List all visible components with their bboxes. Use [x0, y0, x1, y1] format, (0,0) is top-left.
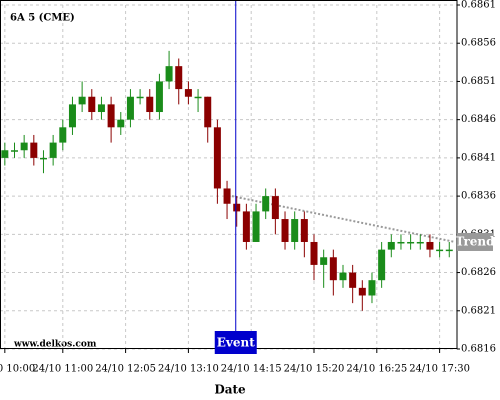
candle-body: [20, 142, 28, 151]
candle-body: [59, 127, 67, 143]
candle-body: [88, 96, 96, 113]
candle-body: [407, 241, 415, 244]
watermark: www.delkos.com: [13, 340, 97, 350]
chart-title: 6A 5 (CME): [10, 13, 75, 24]
candle-body: [397, 241, 405, 244]
candle-body: [107, 104, 115, 128]
y-tick-label: 0.6856: [461, 38, 496, 49]
x-tick-label: 24/10 17:30: [409, 364, 470, 375]
candle-body: [300, 219, 308, 242]
candle-body: [320, 257, 328, 265]
candle-body: [223, 188, 231, 204]
candle-body: [378, 249, 386, 281]
candle-body: [368, 280, 376, 296]
candle-body: [291, 219, 299, 242]
y-tick-label: 0.6836: [461, 191, 496, 202]
candle-body: [194, 96, 202, 99]
y-tick-label: 0.6861: [461, 0, 496, 11]
candle-body: [426, 241, 434, 250]
candle-body: [126, 96, 134, 120]
candle-body: [310, 241, 318, 265]
y-tick-label: 0.6816: [461, 344, 496, 355]
candle-body: [387, 241, 395, 250]
candle-body: [165, 66, 173, 82]
plot-frame: [0, 0, 458, 349]
candle-body: [136, 96, 144, 99]
candle-body: [30, 142, 38, 158]
candle-body: [329, 257, 337, 281]
y-tick-label: 0.6821: [461, 305, 496, 316]
y-tick-label: 0.6851: [461, 76, 496, 87]
y-tick-label: 0.6826: [461, 267, 496, 278]
candle-body: [349, 272, 357, 288]
candle-body: [155, 81, 163, 113]
candle-body: [204, 96, 212, 128]
candle-body: [358, 287, 366, 296]
candle-body: [416, 241, 424, 244]
x-tick-label: 24/10 12:05: [95, 364, 156, 375]
candle-body: [1, 150, 9, 158]
x-tick-label: 24/10 10:00: [0, 364, 35, 375]
candle-body: [97, 104, 105, 113]
x-tick-label: 24/10 15:20: [284, 364, 345, 375]
x-tick-label: 24/10 14:15: [221, 364, 282, 375]
candle-body: [68, 104, 76, 128]
candle-body: [39, 157, 47, 160]
trend-label: Trend: [455, 234, 495, 248]
candle-body: [281, 219, 289, 242]
x-tick-label: 24/10 13:10: [158, 364, 219, 375]
candle-body: [262, 196, 270, 212]
trend-label-box: [457, 232, 493, 251]
candle-body: [146, 96, 154, 113]
candle-body: [49, 142, 57, 158]
event-label: Event: [217, 336, 255, 350]
candle-body: [271, 196, 279, 220]
event-label-box: [214, 331, 257, 354]
candle-body: [78, 96, 86, 105]
x-tick-label: 24/10 11:00: [32, 364, 93, 375]
x-axis-label: Date: [214, 383, 246, 397]
candle-body: [252, 211, 260, 242]
candle-body: [436, 249, 444, 252]
candle-body: [242, 211, 250, 242]
x-tick-label: 24/10 16:25: [346, 364, 407, 375]
candle-body: [10, 150, 18, 152]
y-tick-label: 0.6846: [461, 114, 496, 125]
candle-body: [117, 119, 125, 128]
candle-body: [445, 249, 453, 252]
candle-body: [175, 66, 183, 90]
candle-body: [233, 203, 241, 212]
candle-body: [184, 89, 192, 97]
candle-body: [339, 272, 347, 281]
y-tick-label: 0.6841: [461, 152, 496, 163]
candle-body: [213, 127, 221, 189]
